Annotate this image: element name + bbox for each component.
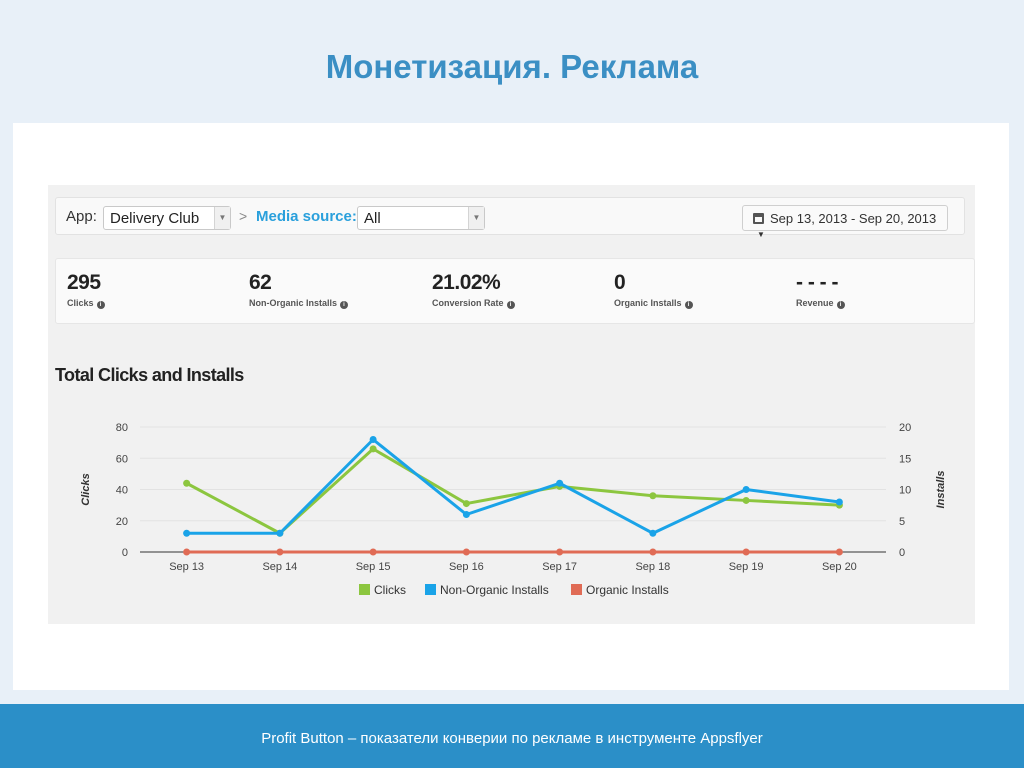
chevron-down-icon: ▼: [214, 207, 230, 229]
data-point: [183, 548, 191, 556]
data-point: [649, 529, 657, 537]
media-source-select[interactable]: All ▼: [357, 206, 485, 230]
y2-tick-label: 20: [899, 422, 911, 434]
y2-tick-label: 5: [899, 516, 905, 528]
x-tick-label: Sep 17: [542, 561, 577, 573]
data-point: [462, 511, 470, 518]
appsflyer-screenshot: App: Delivery Club ▼ > Media source: All…: [48, 185, 975, 624]
legend-swatch: [425, 584, 436, 595]
data-point: [462, 500, 470, 508]
stat-organic-installs: 0 Organic Installs i: [614, 271, 693, 309]
data-point: [369, 445, 377, 453]
data-point: [369, 548, 377, 556]
footer-caption: Profit Button – показатели конверии по р…: [261, 730, 763, 747]
y2-tick-label: 0: [899, 547, 905, 559]
legend-label: Organic Installs: [586, 583, 669, 597]
data-point: [276, 548, 284, 556]
data-point: [183, 529, 191, 537]
chart-title: Total Clicks and Installs: [55, 365, 244, 385]
x-tick-label: Sep 13: [169, 561, 204, 573]
data-point: [462, 548, 470, 556]
x-tick-label: Sep 15: [356, 561, 391, 573]
stats-bar: 295 Clicks i 62 Non-Organic Installs i 21.…: [55, 258, 975, 324]
legend-label: Non-Organic Installs: [440, 583, 549, 597]
series-line: [186, 438, 840, 535]
media-source-value: All: [364, 210, 381, 227]
filter-toolbar: App: Delivery Club ▼ > Media source: All…: [55, 197, 965, 239]
stat-label: Non-Organic Installs: [249, 298, 338, 308]
data-point: [183, 479, 191, 487]
date-range-label: Sep 13, 2013 - Sep 20, 2013: [770, 211, 937, 226]
y2-tick-label: 15: [899, 453, 911, 465]
caret-down-icon: ▼: [757, 230, 765, 239]
stat-value: - - - -: [796, 271, 838, 294]
chevron-down-icon: ▼: [468, 207, 484, 229]
x-tick-label: Sep 20: [822, 561, 857, 573]
x-tick-label: Sep 16: [449, 561, 484, 573]
y-tick-label: 0: [122, 547, 128, 559]
data-point: [649, 492, 657, 500]
breadcrumb-separator: >: [239, 208, 248, 224]
y2-tick-label: 10: [899, 485, 911, 497]
y-tick-label: 20: [116, 516, 128, 528]
app-label: App:: [66, 208, 97, 225]
stat-label: Revenue: [796, 298, 834, 308]
stat-label: Organic Installs: [614, 298, 682, 308]
stat-non-organic-installs: 62 Non-Organic Installs i: [249, 271, 349, 309]
info-icon[interactable]: i: [684, 301, 693, 309]
date-range-button[interactable]: Sep 13, 2013 - Sep 20, 2013 ▼: [742, 205, 948, 239]
info-icon[interactable]: i: [836, 301, 845, 309]
calendar-icon: [753, 213, 764, 224]
stat-value: 62: [249, 271, 272, 294]
stat-value: 0: [614, 271, 626, 294]
stat-clicks: 295 Clicks i: [67, 271, 105, 309]
info-icon[interactable]: i: [340, 301, 349, 309]
data-point: [742, 496, 750, 504]
data-point: [742, 548, 750, 556]
x-tick-label: Sep 19: [729, 561, 764, 573]
slide-title: Монетизация. Реклама: [325, 48, 699, 85]
stat-label: Conversion Rate: [432, 298, 504, 308]
x-tick-label: Sep 14: [262, 561, 297, 573]
legend-label: Clicks: [374, 583, 406, 597]
stat-value: 21.02%: [432, 271, 501, 294]
app-select[interactable]: Delivery Club ▼: [103, 206, 231, 230]
data-point: [556, 479, 564, 487]
data-point: [649, 548, 657, 556]
y2-axis-title: Installs: [935, 471, 947, 509]
info-icon[interactable]: i: [506, 301, 515, 309]
app-select-value: Delivery Club: [110, 210, 200, 227]
stat-conversion-rate: 21.02% Conversion Rate i: [432, 271, 515, 309]
y-tick-label: 60: [116, 453, 128, 465]
legend-swatch: [571, 584, 582, 595]
data-point: [835, 498, 843, 506]
data-point: [835, 548, 843, 556]
x-tick-label: Sep 18: [635, 561, 670, 573]
stat-value: 295: [67, 271, 101, 294]
media-source-label: Media source:: [256, 208, 357, 225]
data-point: [742, 486, 750, 493]
data-point: [369, 436, 377, 443]
y-tick-label: 80: [116, 422, 128, 434]
footer-bar: Profit Button – показатели конверии по р…: [0, 704, 1024, 768]
line-chart: 0 20 40 60 80 0 5 10 15 20 Sep 13 Sep 14 Sep 15 Sep 1…: [80, 422, 947, 597]
stat-revenue: - - - - Revenue i: [796, 271, 845, 309]
legend-swatch: [359, 584, 370, 595]
data-point: [276, 529, 284, 537]
y-tick-label: 40: [116, 485, 128, 497]
stat-label: Clicks: [67, 298, 94, 308]
y-axis-title: Clicks: [80, 473, 92, 505]
info-icon[interactable]: i: [96, 301, 105, 309]
data-point: [556, 548, 564, 556]
